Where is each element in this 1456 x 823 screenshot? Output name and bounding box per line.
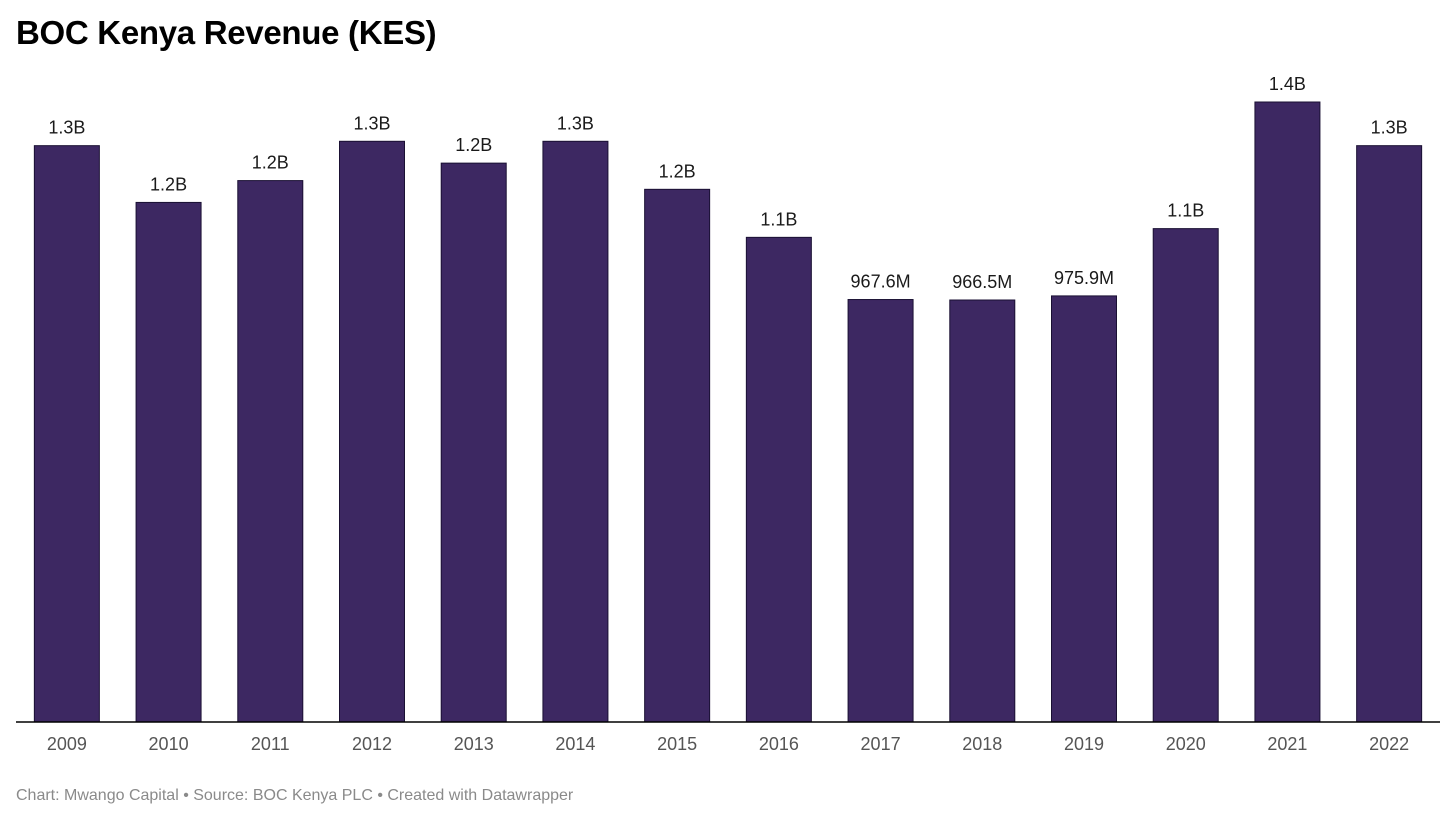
value-label-2012: 1.3B xyxy=(353,113,390,133)
x-tick-label-2021: 2021 xyxy=(1267,734,1307,754)
bar-2022 xyxy=(1356,145,1423,723)
bar-2011 xyxy=(237,180,304,723)
bar-2009 xyxy=(33,145,100,723)
x-tick-label-2009: 2009 xyxy=(47,734,87,754)
bar-2018 xyxy=(949,299,1016,723)
x-tick-label-2015: 2015 xyxy=(657,734,697,754)
value-label-2009: 1.3B xyxy=(48,118,85,138)
value-label-2022: 1.3B xyxy=(1371,118,1408,138)
value-label-2016: 1.1B xyxy=(760,209,797,229)
x-tick-label-2013: 2013 xyxy=(454,734,494,754)
value-label-2020: 1.1B xyxy=(1167,201,1204,221)
bar-2010 xyxy=(135,201,202,723)
value-label-2010: 1.2B xyxy=(150,174,187,194)
value-label-2011: 1.2B xyxy=(252,153,289,173)
value-label-2015: 1.2B xyxy=(659,161,696,181)
bar-2019 xyxy=(1051,295,1117,723)
value-label-2019: 975.9M xyxy=(1054,268,1114,288)
x-tick-label-2022: 2022 xyxy=(1369,734,1409,754)
x-tick-label-2020: 2020 xyxy=(1166,734,1206,754)
bar-2014 xyxy=(542,140,609,723)
x-tick-label-2018: 2018 xyxy=(962,734,1002,754)
x-tick-label-2019: 2019 xyxy=(1064,734,1104,754)
bar-2012 xyxy=(339,140,405,723)
value-label-2021: 1.4B xyxy=(1269,74,1306,94)
value-label-2013: 1.2B xyxy=(455,135,492,155)
value-label-2018: 966.5M xyxy=(952,272,1012,292)
x-tick-label-2016: 2016 xyxy=(759,734,799,754)
x-tick-label-2010: 2010 xyxy=(149,734,189,754)
bar-2017 xyxy=(847,299,914,723)
bar-2013 xyxy=(440,162,507,723)
x-tick-label-2014: 2014 xyxy=(555,734,595,754)
bar-2021 xyxy=(1254,101,1321,723)
x-tick-label-2011: 2011 xyxy=(251,734,290,754)
bar-2016 xyxy=(745,236,812,723)
value-label-2014: 1.3B xyxy=(557,113,594,133)
bar-2015 xyxy=(644,188,711,723)
bar-2020 xyxy=(1152,228,1219,723)
value-label-2017: 967.6M xyxy=(851,272,911,292)
chart-title: BOC Kenya Revenue (KES) xyxy=(16,14,437,51)
x-tick-label-2012: 2012 xyxy=(352,734,392,754)
x-tick-label-2017: 2017 xyxy=(861,734,901,754)
chart-footer: Chart: Mwango Capital • Source: BOC Keny… xyxy=(16,787,574,804)
